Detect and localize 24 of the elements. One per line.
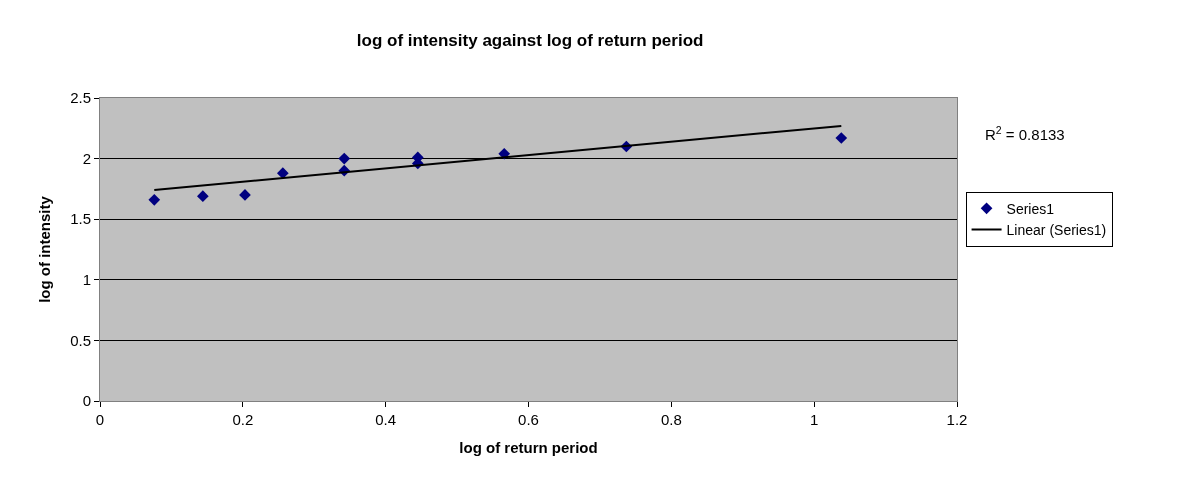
point	[276, 167, 289, 179]
x-axis-title: log of return period	[459, 439, 598, 456]
y-tick-label: 0.5	[70, 331, 91, 349]
y-tick-label: 1	[82, 271, 91, 289]
x-tick-label: 0.2	[232, 411, 254, 428]
point	[338, 152, 351, 165]
legend-label: Linear (Series1)	[1006, 221, 1107, 238]
y-tick-label: 0	[82, 392, 91, 410]
y-axis-title: log of intensity	[36, 195, 54, 303]
y-tick-label: 2	[82, 149, 91, 167]
x-tick-label: 1	[810, 411, 819, 428]
y-tick-label: 2.5	[70, 89, 91, 107]
x-tick-label: 0.6	[518, 411, 539, 428]
text: R$^{2}$ = 0.8133	[985, 124, 1065, 144]
point	[835, 132, 848, 144]
legend-label: Series1	[1006, 200, 1055, 217]
x-tick-label: 0	[95, 411, 105, 428]
x-tick-label: 0.8	[660, 411, 682, 428]
x-tick-label: 0.4	[375, 411, 397, 428]
point	[148, 193, 161, 206]
x-tick-label: 1.2	[946, 411, 968, 428]
chart-title: log of intensity against log of return period	[356, 30, 704, 50]
y-tick-label: 1.5	[70, 210, 91, 228]
point	[196, 190, 209, 203]
